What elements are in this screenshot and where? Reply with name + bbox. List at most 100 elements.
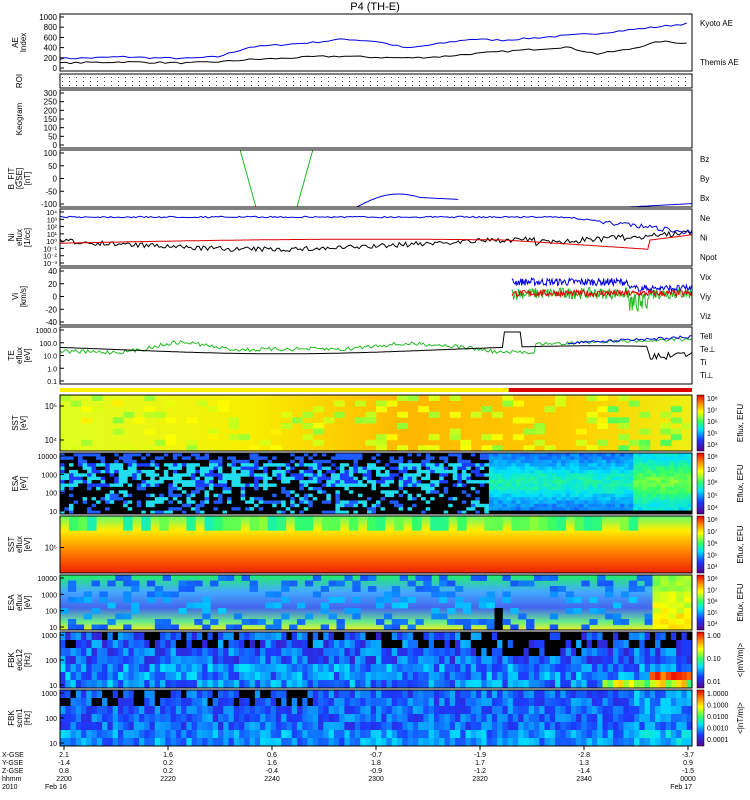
fbk-scm1-cell — [207, 706, 214, 715]
fbk-e12-cell — [370, 672, 377, 681]
esa-e-cell — [240, 473, 246, 478]
esa-e-cell — [570, 500, 575, 505]
fbk-scm1-cell — [323, 706, 329, 715]
esa-e-cell — [326, 503, 332, 508]
esa-e-cell — [430, 456, 436, 461]
roi-dot — [496, 85, 497, 86]
esa-e-cell — [272, 486, 278, 491]
esa-e-cell — [168, 500, 174, 505]
esa-i-cell — [644, 619, 653, 625]
esa-e-cell — [389, 473, 395, 478]
fbk-e12-cell — [333, 664, 340, 673]
roi-dot — [181, 85, 182, 86]
fbk-e12-cell — [328, 664, 335, 673]
roi-dot — [664, 85, 665, 86]
fbk-e12-cell — [376, 656, 382, 665]
fbk-scm1-cell — [386, 738, 393, 747]
esa-e-cell — [515, 490, 521, 495]
fbk-e12-cell — [249, 656, 256, 665]
fbk-e12-cell — [354, 664, 361, 673]
esa-e-cell — [511, 480, 517, 484]
fbk-e12-cell — [139, 672, 145, 681]
esa-e-cell — [421, 507, 426, 511]
esa-e-cell — [452, 510, 458, 515]
fbk-scm1-cell — [602, 730, 609, 739]
roi-dot — [174, 85, 175, 86]
esa-e-cell — [344, 463, 350, 467]
esa-i-cell — [684, 575, 693, 581]
fbk-e12-cell — [218, 664, 224, 673]
esa-e-cell — [231, 483, 237, 488]
esa-e-cell — [254, 476, 259, 481]
fbk-scm1-cell — [333, 722, 340, 731]
fbk-e12-cell — [112, 672, 119, 681]
esa-e-cell — [64, 456, 70, 461]
fbk-scm1-cell — [181, 722, 187, 731]
fbk-e12-cell — [623, 672, 630, 681]
fbk-e12-cell — [644, 672, 651, 681]
esa-e-cell — [290, 456, 296, 461]
esa-e-cell — [461, 469, 467, 474]
esa-e-cell — [367, 473, 372, 478]
esa-e-cell — [245, 459, 250, 464]
fbk-e12-cell — [149, 664, 156, 673]
esa-e-cell — [290, 483, 296, 488]
esa-e-cell — [357, 507, 363, 511]
esa-e-cell — [655, 453, 661, 457]
esa-e-cell — [290, 503, 296, 508]
esa-i-cell — [644, 613, 653, 620]
fbk-e12-cell — [286, 640, 293, 649]
esa-e-cell — [421, 493, 426, 498]
esa-e-cell — [186, 463, 192, 467]
fbk-e12-cell — [96, 640, 103, 649]
fbk-scm1-cell — [486, 698, 493, 707]
esa-e-cell — [520, 510, 526, 515]
fbk-e12-cell — [634, 672, 640, 681]
fbk-e12-cell — [570, 680, 577, 689]
fbk-scm1-cell — [102, 730, 108, 739]
esa-e-cell — [272, 456, 278, 461]
esa-e-cell — [159, 463, 165, 467]
esa-e-cell — [669, 486, 675, 491]
esa-e-cell — [204, 483, 210, 488]
esa-e-cell — [479, 503, 485, 508]
esa-e-cell — [488, 500, 494, 505]
esa-i-cell — [526, 619, 535, 625]
fbk-scm1-cell — [507, 722, 514, 731]
esa-e-cell — [394, 456, 399, 461]
esa-e-cell — [294, 453, 300, 457]
temperature-legend-entry: Te⊥ — [700, 345, 715, 354]
sst-e-cell — [365, 439, 377, 446]
esa-e-cell — [245, 507, 250, 511]
esa-e-cell — [479, 469, 485, 474]
esa-e-cell — [488, 483, 494, 488]
keogram-ytick: 200 — [44, 106, 58, 115]
esa-e-cell — [64, 503, 70, 508]
esa-e-cell — [439, 493, 445, 498]
fbk-e12-cell — [686, 672, 693, 681]
esa-e-cell — [461, 510, 467, 515]
fbk-scm1-cell — [370, 706, 377, 715]
sst-i-cell — [583, 516, 594, 531]
esa-e-cell — [380, 486, 386, 491]
esa-e-cell — [425, 463, 431, 467]
esa-i-cell — [320, 602, 329, 609]
esa-e-cell — [109, 500, 115, 505]
fbk-e12-cell — [528, 680, 535, 689]
esa-e-cell — [525, 473, 530, 478]
sst-e-cell — [607, 406, 619, 413]
esa-e-cell — [588, 453, 594, 457]
fbk-e12-cell — [212, 656, 219, 665]
esa-e-cell — [619, 503, 625, 508]
fbk-e12-cell — [223, 640, 229, 649]
fbk-scm1-cell — [175, 706, 182, 715]
fbk-e12-cell — [655, 640, 661, 649]
esa-e-cell — [321, 490, 327, 495]
fbk-scm1-cell — [96, 690, 103, 699]
fbk-e12-cell — [112, 648, 119, 657]
esa-e-cell — [511, 456, 517, 461]
sst-e-cell — [112, 417, 124, 424]
esa-e-cell — [520, 480, 526, 484]
fbk-scm1-cell — [433, 738, 440, 747]
esa-i-cell — [439, 580, 448, 587]
